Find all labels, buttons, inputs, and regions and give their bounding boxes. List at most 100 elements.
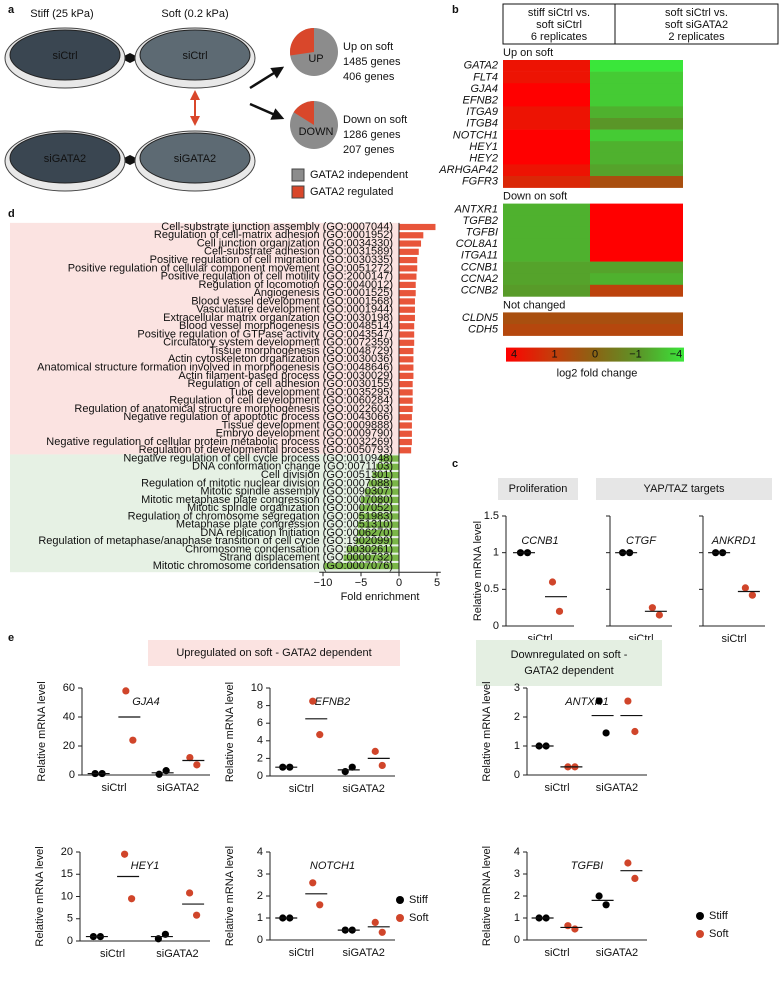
bar: [399, 347, 414, 355]
row-label: ITGA9: [466, 106, 498, 118]
heatmap-cell: [503, 324, 590, 336]
bar: [399, 364, 414, 371]
category-label: Positive regulation of cellular componen…: [68, 262, 393, 274]
x-tick-label: siCtrl: [100, 948, 125, 960]
bar: [399, 381, 413, 388]
y-tick-label: 4: [514, 846, 520, 858]
column-header: 6 replicates: [531, 31, 588, 43]
data-point: [624, 859, 632, 867]
column-box: [614, 3, 779, 45]
data-point: [186, 754, 194, 762]
chart-title: ANKRD1: [711, 535, 757, 547]
y-axis-label: Relative mRNA level: [224, 846, 236, 946]
data-point: [748, 591, 756, 599]
bar: [343, 554, 399, 561]
heatmap-cell: [590, 312, 683, 325]
bar: [399, 397, 413, 404]
category-label: Mitotic chromosome condensation (GO:0007…: [153, 560, 393, 572]
heatmap-cell: [590, 152, 683, 165]
colorbar: [506, 347, 684, 362]
bar: [399, 356, 414, 363]
band: [10, 222, 399, 455]
group-label: Down on soft: [503, 191, 567, 203]
bar: [399, 438, 412, 446]
band: [10, 454, 399, 573]
x-tick-label: siGATA2: [156, 948, 198, 960]
category-label: Positive regulation of GTPase activity (…: [137, 328, 393, 340]
data-point: [648, 604, 656, 612]
y-tick-label: 0: [67, 935, 73, 947]
y-tick-label: 15: [61, 868, 73, 880]
category-label: Tissue morphogenesis (GO:0048729): [209, 345, 393, 357]
panel-header: [498, 478, 578, 500]
colorbar-tick-label: −1: [629, 349, 642, 361]
category-label: Positive regulation of cell migration (G…: [150, 254, 393, 266]
row-label: CLDN5: [462, 312, 499, 324]
y-tick-label: 4: [257, 846, 263, 858]
category-label: Mitotic spindle organization (GO:0007052…: [187, 502, 393, 514]
category-label: Regulation of cell development (GO:00602…: [169, 395, 393, 407]
heatmap-cell: [503, 164, 590, 177]
heatmap-cell: [503, 106, 590, 119]
y-axis-label: Relative mRNA level: [481, 846, 493, 946]
category-label: Angiogenesis (GO:0001525): [254, 287, 393, 299]
gene-count: 207 genes: [343, 144, 395, 156]
group-label: Up on soft: [503, 47, 553, 59]
row-label: ARHGAP42: [438, 164, 498, 176]
y-tick-label: 8: [257, 700, 263, 712]
column-header: Stiff (25 kPa): [30, 8, 93, 20]
y-tick-label: 2: [257, 752, 263, 764]
bar: [399, 414, 412, 421]
y-tick-label: 1: [493, 547, 499, 559]
y-tick-label: 0: [493, 620, 499, 632]
data-point: [655, 611, 663, 619]
pie-slice: [289, 27, 314, 56]
bar: [364, 488, 399, 495]
gene-count: 1485 genes: [343, 56, 401, 68]
y-tick-label: 40: [63, 711, 75, 723]
column-header: 2 replicates: [668, 31, 725, 43]
legend-marker: [396, 896, 404, 904]
heatmap-cell: [590, 106, 683, 119]
bar: [359, 505, 399, 512]
pie-label: DOWN: [299, 126, 334, 138]
category-label: Vasculature development (GO:0001944): [196, 304, 393, 316]
heatmap-cell: [590, 141, 683, 154]
legend-label: Soft: [409, 912, 429, 924]
panel-label: e: [8, 632, 14, 644]
bar: [368, 480, 399, 487]
legend-marker: [696, 912, 704, 920]
dish: [139, 29, 251, 81]
heatmap-cell: [590, 284, 683, 297]
result-arrow: [249, 102, 285, 120]
data-point: [316, 731, 324, 739]
pie-label: UP: [308, 53, 323, 65]
category-label: Circulatory system development (GO:00723…: [163, 337, 393, 349]
heatmap-cell: [590, 226, 683, 239]
column-header: Soft (0.2 kPa): [161, 8, 228, 20]
heatmap-cell: [590, 215, 683, 228]
y-tick-label: 1: [257, 912, 263, 924]
bar: [399, 323, 415, 330]
dish: [139, 132, 251, 184]
x-tick-label: siGATA2: [596, 782, 638, 794]
gene-count: 406 genes: [343, 71, 395, 83]
panel-header: [476, 640, 662, 686]
bar: [399, 331, 415, 338]
bar: [361, 496, 399, 504]
bar: [399, 339, 415, 346]
panel-header-text: Upregulated on soft - GATA2 dependent: [176, 647, 371, 659]
colorbar-label: log2 fold change: [557, 368, 638, 380]
pie-title: Down on soft: [343, 114, 407, 126]
heatmap-cell: [590, 129, 683, 142]
panel-header: [148, 640, 400, 666]
data-point: [309, 697, 317, 705]
y-tick-label: 20: [61, 846, 73, 858]
category-label: Regulation of locomotion (GO:0040012): [199, 279, 393, 291]
heatmap-cell: [590, 250, 683, 262]
bar: [399, 405, 413, 413]
panel-label: c: [452, 458, 458, 470]
panel-header-text: YAP/TAZ targets: [644, 483, 725, 495]
y-tick-label: 3: [257, 868, 263, 880]
legend-label: Soft: [709, 928, 729, 940]
